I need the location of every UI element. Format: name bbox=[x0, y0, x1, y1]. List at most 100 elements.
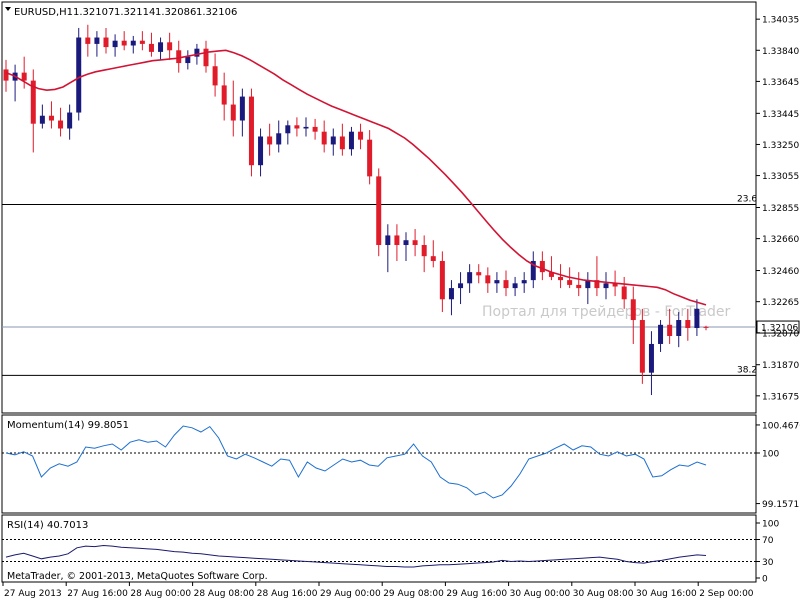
price-tick-label: 1.31675 bbox=[762, 392, 799, 402]
time-tick-label: 27 Aug 2013 bbox=[4, 589, 62, 599]
price-tick-label: 1.32855 bbox=[762, 204, 799, 214]
candle-body bbox=[221, 85, 227, 105]
candle-body bbox=[39, 115, 45, 124]
candle-body bbox=[558, 276, 564, 281]
candle-body bbox=[285, 125, 291, 134]
time-tick-label: 28 Aug 00:00 bbox=[130, 589, 191, 599]
candle-body bbox=[639, 320, 645, 373]
price-tick-label: 1.33250 bbox=[762, 141, 799, 151]
candle-body bbox=[521, 280, 527, 284]
candle-body bbox=[621, 286, 627, 300]
candle-body bbox=[385, 235, 391, 246]
candle-body bbox=[3, 69, 9, 81]
candle-body bbox=[412, 240, 418, 246]
momentum-title: Momentum(14) 99.8051 bbox=[7, 420, 129, 431]
candle-body bbox=[121, 40, 127, 46]
momentum-tick-label: 100 bbox=[762, 450, 779, 460]
time-axis: 27 Aug 2013 27 Aug 16:00 28 Aug 00:00 28 Au… bbox=[2, 582, 754, 599]
candle-body bbox=[585, 280, 591, 289]
current-price-label: 1.32106 bbox=[761, 324, 798, 334]
candle-body bbox=[503, 280, 509, 289]
momentum-panel[interactable] bbox=[1, 414, 757, 514]
price-tick-label: 1.33055 bbox=[762, 172, 799, 182]
candle-body bbox=[439, 260, 445, 300]
candle-body bbox=[194, 48, 200, 57]
candle-body bbox=[58, 120, 64, 129]
time-tick-label: 28 Aug 08:00 bbox=[194, 589, 255, 599]
time-tick-label: 27 Aug 16:00 bbox=[67, 589, 128, 599]
candle-body bbox=[258, 136, 264, 166]
candle-body bbox=[358, 131, 364, 140]
candle-body bbox=[203, 48, 209, 67]
candle-body bbox=[248, 96, 254, 166]
price-tick-label: 1.32070 bbox=[762, 329, 799, 339]
candle-body bbox=[339, 136, 345, 150]
candle-body bbox=[67, 112, 73, 129]
candle-body bbox=[539, 260, 545, 273]
time-tick-label: 29 Aug 08:00 bbox=[383, 589, 444, 599]
candle-body bbox=[376, 176, 382, 246]
moving-average bbox=[5, 49, 707, 306]
candle-body bbox=[367, 139, 373, 177]
rsi-tick-label: 100 bbox=[762, 520, 779, 530]
candle-body bbox=[421, 245, 427, 257]
close-price: 1.32106 bbox=[196, 7, 237, 18]
candle-body bbox=[448, 288, 454, 300]
price-tick-label: 1.33645 bbox=[762, 78, 799, 88]
candle-body bbox=[112, 40, 118, 48]
candle-body bbox=[167, 42, 173, 51]
candle-body bbox=[630, 299, 636, 321]
rsi-title: RSI(14) 40.7013 bbox=[7, 520, 88, 531]
candle-body bbox=[139, 40, 145, 44]
rsi-tick-label: 70 bbox=[762, 536, 774, 546]
price-tick-label: 1.34035 bbox=[762, 16, 799, 26]
candle-body bbox=[594, 280, 600, 289]
candle-body bbox=[239, 96, 245, 121]
momentum-tick-label: 99.1571 bbox=[762, 500, 799, 510]
high-price: 1.32114 bbox=[114, 7, 155, 18]
rsi-line bbox=[5, 544, 707, 568]
time-tick-label: 29 Aug 16:00 bbox=[446, 589, 507, 599]
rsi-panel-border bbox=[1, 514, 757, 583]
candle-body bbox=[530, 260, 536, 281]
rsi-panel[interactable] bbox=[1, 514, 757, 583]
time-tick-label: 30 Aug 08:00 bbox=[573, 589, 634, 599]
candle-body bbox=[430, 256, 436, 261]
candle-body bbox=[294, 125, 300, 129]
low-price: 1.32086 bbox=[155, 7, 196, 18]
candle-body bbox=[94, 37, 100, 44]
candle-body bbox=[176, 50, 182, 64]
candle-body bbox=[30, 80, 36, 124]
candle-body bbox=[321, 131, 327, 145]
momentum-line bbox=[5, 425, 707, 499]
candle-body bbox=[348, 131, 354, 150]
time-tick-label: 28 Aug 16:00 bbox=[257, 589, 318, 599]
candle-body bbox=[185, 56, 191, 64]
candle-body bbox=[494, 280, 500, 284]
candle-body bbox=[312, 126, 318, 132]
rsi-tick-label: 30 bbox=[762, 558, 774, 568]
candle-body bbox=[303, 126, 309, 129]
price-tick-label: 1.32265 bbox=[762, 298, 799, 308]
candle-body bbox=[403, 240, 409, 246]
candle-body bbox=[476, 272, 482, 276]
price-tick-label: 1.32660 bbox=[762, 235, 799, 245]
moving-average-line bbox=[5, 49, 707, 306]
price-tick-label: 1.32460 bbox=[762, 267, 799, 277]
momentum-panel-border bbox=[1, 414, 757, 514]
candle-body bbox=[467, 272, 473, 284]
candle-body bbox=[158, 42, 164, 52]
candle-body bbox=[276, 133, 282, 145]
current-price-marker bbox=[756, 320, 800, 334]
candle-body bbox=[567, 280, 573, 285]
candle-body bbox=[667, 324, 673, 336]
time-tick-label: 30 Aug 00:00 bbox=[510, 589, 571, 599]
time-tick-label: 30 Aug 16:00 bbox=[636, 589, 697, 599]
candle-body bbox=[648, 343, 654, 373]
candle-body bbox=[130, 40, 136, 46]
candle-body bbox=[548, 272, 554, 277]
candle-body bbox=[85, 37, 91, 44]
time-tick-label: 29 Aug 00:00 bbox=[320, 589, 381, 599]
